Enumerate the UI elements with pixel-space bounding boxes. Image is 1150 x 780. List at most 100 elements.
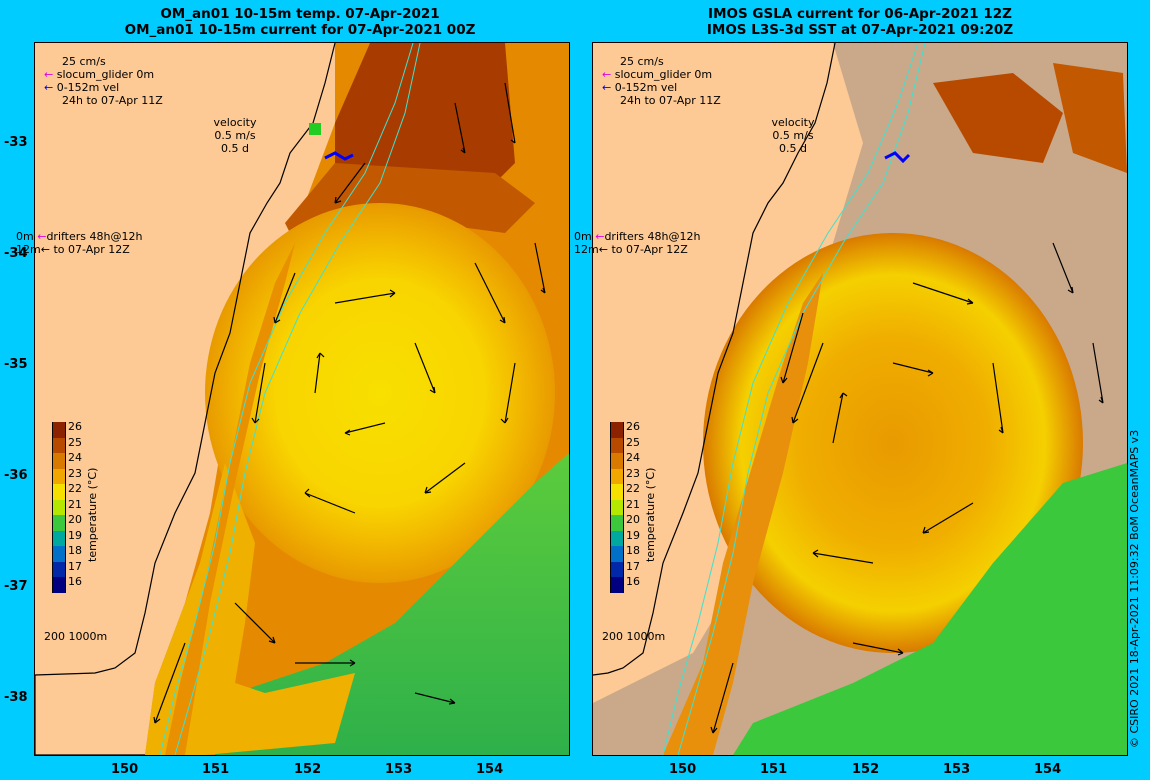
isobath-200m	[662, 43, 919, 755]
colorbar-tick-label: 26	[68, 420, 82, 433]
colorbar-swatch	[52, 577, 66, 593]
eddy-core	[205, 203, 555, 583]
right-isobath-legend: 200 1000m	[602, 630, 666, 643]
drifters-period: to 07-Apr 12Z	[53, 243, 130, 256]
colorbar-tick-label: 22	[626, 482, 640, 495]
left-map-panel[interactable]	[34, 42, 570, 756]
colorbar-swatch	[610, 422, 624, 438]
right-title-line2: IMOS L3S-3d SST at 07-Apr-2021 09:20Z	[706, 22, 1014, 38]
colorbar-swatch	[52, 422, 66, 438]
colorbar-swatch	[52, 437, 66, 453]
left-colorbar: 26 25 24 23 22 21 20 19 18 17 16 temperature (°C)	[52, 420, 152, 594]
right-velocity-legend: velocity 0.5 m/s 0.5 d	[768, 116, 818, 155]
right-legend: 25 cm/s ← slocum_glider 0m ← 0-152m vel …	[602, 55, 721, 107]
colorbar-swatch	[610, 484, 624, 500]
colorbar-tick-label: 24	[626, 451, 640, 464]
colorbar-swatch	[52, 499, 66, 515]
x-tick-label: 151	[760, 762, 788, 777]
left-velocity-legend: velocity 0.5 m/s 0.5 d	[210, 116, 260, 155]
vel-arrow-icon: ←	[44, 81, 54, 94]
left-legend: 25 cm/s ← slocum_glider 0m ← 0-152m vel …	[44, 55, 163, 107]
legend-glider: slocum_glider 0m	[614, 68, 713, 81]
colorbar-tick-label: 20	[68, 513, 82, 526]
drifter-arrow-icon: ←	[595, 230, 605, 243]
x-tick-label: 154	[476, 762, 504, 777]
drifters-depth2: 12m	[16, 243, 41, 256]
drifters-period: to 07-Apr 12Z	[611, 243, 688, 256]
legend-glider-row: ← slocum_glider 0m	[602, 68, 721, 81]
drifters-row-2: 12m← to 07-Apr 12Z	[16, 243, 142, 256]
western-filament	[145, 463, 355, 755]
coastal-band	[165, 243, 295, 755]
y-tick-label: -35	[4, 357, 28, 372]
x-tick-label: 150	[111, 762, 139, 777]
colorbar-tick-label: 23	[626, 466, 640, 480]
current-arrows	[153, 82, 546, 724]
left-drifters-legend: 0m ←drifters 48h@12h 12m← to 07-Apr 12Z	[16, 230, 142, 256]
right-title-line1: IMOS GSLA current for 06-Apr-2021 12Z	[708, 6, 1012, 22]
colorbar-label: temperature (°C)	[86, 467, 99, 562]
velocity-days: 0.5 d	[221, 142, 249, 155]
colorbar-swatch	[610, 577, 624, 593]
colorbar-swatch	[610, 561, 624, 577]
colorbar-swatch	[610, 515, 624, 531]
glider-arrow-icon: ←	[44, 68, 54, 81]
southern-green-water	[733, 463, 1127, 755]
colorbar-tick-label: 17	[626, 559, 640, 573]
legend-scale: 25 cm/s	[620, 55, 664, 68]
right-panel-title: IMOS GSLA current for 06-Apr-2021 12Z IM…	[590, 6, 1130, 38]
drifter-arrow-icon: ←	[37, 230, 47, 243]
y-tick-label: -38	[4, 690, 28, 705]
colorbar-tick-label: 18	[68, 544, 82, 557]
colorbar-swatch	[52, 546, 66, 562]
warm-northern-patches	[933, 73, 1063, 163]
drifters-depth2: 12m	[574, 243, 599, 256]
colorbar-tick-label: 18	[626, 544, 640, 557]
glider-track	[884, 151, 911, 164]
coastline	[35, 43, 336, 755]
drifters-row-1: 0m ←drifters 48h@12h	[16, 230, 142, 243]
colorbar-swatch	[610, 499, 624, 515]
colorbar-tick-label: 26	[626, 420, 640, 433]
copyright-text: © CSIRO 2021 18-Apr-2021 11:09:32 BoM Oc…	[1128, 429, 1141, 748]
legend-vel-row: ← 0-152m vel	[602, 81, 721, 94]
legend-vel-row: ← 0-152m vel	[44, 81, 163, 94]
glider-arrow-icon: ←	[602, 68, 612, 81]
colorbar-swatch	[610, 437, 624, 453]
drifters-label: drifters 48h@12h	[604, 230, 701, 243]
vel-arrow-icon: ←	[602, 81, 612, 94]
colorbar-swatch	[52, 530, 66, 546]
colorbar-tick-label: 21	[68, 497, 82, 511]
colorbar-swatch	[610, 530, 624, 546]
drifters-depth: 0m	[574, 230, 592, 243]
colorbar-swatch	[610, 468, 624, 484]
x-tick-label: 153	[943, 762, 971, 777]
right-drifters-legend: 0m ←drifters 48h@12h 12m← to 07-Apr 12Z	[574, 230, 700, 256]
left-title-line2: OM_an01 10-15m current for 07-Apr-2021 0…	[124, 22, 476, 38]
drifter-black-arrow-icon: ←	[40, 243, 50, 256]
velocity-scale: 0.5 m/s	[214, 129, 256, 142]
left-panel-title: OM_an01 10-15m temp. 07-Apr-2021 OM_an01…	[30, 6, 570, 38]
drifters-depth: 0m	[16, 230, 34, 243]
colorbar-label: temperature (°C)	[644, 467, 657, 562]
x-tick-label: 152	[294, 762, 322, 777]
isobath-1000m	[677, 43, 926, 755]
left-title-line1: OM_an01 10-15m temp. 07-Apr-2021	[160, 6, 440, 22]
colorbar-tick-label: 19	[626, 528, 640, 542]
x-tick-label: 150	[669, 762, 697, 777]
isobath-200m	[159, 43, 414, 755]
colorbar-tick-label: 21	[626, 497, 640, 511]
x-tick-label: 152	[852, 762, 880, 777]
colorbar-swatch	[610, 546, 624, 562]
colorbar-tick-label: 16	[68, 575, 82, 588]
colorbar-tick-label: 25	[68, 435, 82, 449]
legend-glider: slocum_glider 0m	[56, 68, 155, 81]
drifter-black-arrow-icon: ←	[598, 243, 608, 256]
legend-period: 24h to 07-Apr 11Z	[62, 94, 163, 107]
drifters-row-1: 0m ←drifters 48h@12h	[574, 230, 700, 243]
coastal-warm-water	[663, 273, 823, 755]
colorbar-tick-label: 19	[68, 528, 82, 542]
colorbar-tick-label: 16	[626, 575, 640, 588]
colorbar-tick-label: 22	[68, 482, 82, 495]
right-map-panel[interactable]	[592, 42, 1128, 756]
